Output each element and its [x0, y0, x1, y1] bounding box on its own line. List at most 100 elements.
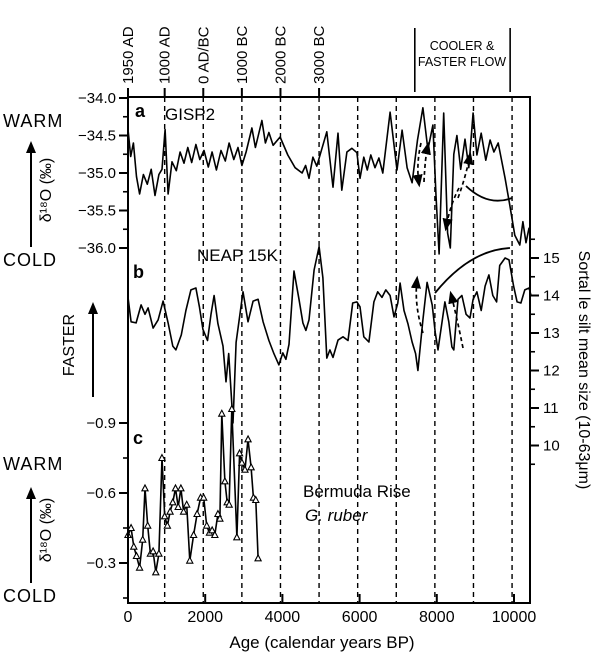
top-axis-calendar-label: 1000 BC: [234, 25, 251, 84]
d18o-axis-label-a: δ¹⁸O (‰): [38, 158, 55, 223]
right-axis-tick-label: 11: [543, 400, 559, 417]
left-axis-tick-label-a: −35.5: [78, 203, 116, 220]
dashed-excursion-arrow: [420, 141, 431, 183]
bottom-axis-tick-label: 6000: [342, 609, 378, 626]
bottom-axis-tick-label: 0: [124, 609, 133, 626]
triangle-data-marker: [154, 549, 163, 557]
triangle-data-marker: [138, 535, 147, 543]
right-axis-tick-label: 13: [543, 325, 560, 342]
left-axis-tick-label-c: −0.9: [86, 415, 116, 432]
triangle-data-marker: [251, 495, 260, 504]
bottom-axis-tick-label: 8000: [419, 609, 455, 626]
warm-label-c: WARM: [3, 454, 63, 474]
left-axis-tick-label-c: −0.3: [86, 555, 116, 572]
warm-direction-arrow-a: [26, 141, 36, 247]
triangle-data-marker: [225, 500, 234, 508]
top-axis-calendar-label: 0 AD/BC: [195, 26, 212, 84]
bottom-axis-tick-label: 10000: [492, 609, 537, 626]
x-axis-title: Age (calendar years BP): [229, 633, 414, 652]
right-axis-tick-label: 15: [543, 250, 560, 267]
faster-axis-label: FASTER: [61, 314, 78, 376]
triangle-data-marker: [149, 546, 158, 555]
gisp2-series-label: GISP2: [165, 105, 215, 124]
triangle-data-marker: [244, 434, 253, 443]
triangle-data-marker: [179, 507, 188, 515]
warm-label-a: WARM: [3, 111, 63, 131]
top-axis-calendar-label: 1000 AD: [157, 26, 174, 84]
right-axis-tick-label: 10: [543, 438, 560, 455]
triangle-data-marker: [193, 509, 202, 518]
chart-generated-layer: 1950 AD 1000 AD 0 AD/BC 1000 BC 2000 BC 3000 …: [78, 25, 560, 626]
triangle-data-marker: [232, 532, 241, 541]
panel-letter-b: b: [133, 262, 144, 282]
cooler-flow-annotation-line1: COOLER &: [430, 39, 495, 53]
top-axis-calendar-label: 2000 BC: [272, 25, 289, 84]
triangle-data-marker: [227, 404, 236, 413]
triangle-data-marker: [208, 525, 217, 534]
dashed-excursion-arrow: [412, 142, 423, 188]
plot-frame: [127, 96, 531, 604]
triangle-data-marker: [140, 483, 149, 492]
triangle-data-marker: [174, 502, 183, 511]
trend-arc-annotation: [434, 247, 511, 294]
triangle-data-marker: [163, 521, 172, 529]
warm-direction-arrow-c: [26, 487, 36, 583]
neap-series-line: [127, 245, 532, 424]
cold-label-c: COLD: [3, 586, 57, 606]
triangle-data-marker: [237, 458, 246, 466]
triangle-data-marker: [143, 521, 152, 529]
gisp2-series-line: [127, 107, 530, 255]
dashed-excursion-arrow: [457, 151, 474, 199]
cooler-flow-annotation-line2: FASTER FLOW: [418, 55, 506, 69]
triangle-data-marker: [135, 563, 144, 571]
left-axis-tick-label-a: −34.0: [78, 90, 116, 107]
sortable-silt-axis-label: Sortal le silt mean size (10-63μm): [575, 251, 592, 490]
triangle-data-marker: [166, 507, 175, 515]
triangle-data-marker: [217, 409, 226, 417]
cold-label-a: COLD: [3, 250, 57, 270]
bottom-axis-tick-label: 4000: [265, 609, 301, 626]
right-axis-tick-label: 14: [543, 288, 560, 305]
dashed-excursion-arrow: [442, 187, 460, 232]
triangle-data-marker: [132, 551, 141, 560]
triangle-data-marker: [210, 530, 219, 539]
neap-series-label: NEAP 15K: [197, 246, 279, 265]
triangle-data-marker: [235, 448, 244, 457]
d18o-axis-label-c: δ¹⁸O (‰): [38, 498, 55, 563]
dashed-excursion-arrow: [410, 275, 424, 334]
bermuda-rise-label: Bermuda Rise: [303, 482, 411, 501]
panel-letter-c: c: [133, 428, 143, 448]
faster-direction-arrow: [88, 302, 98, 397]
dashed-excursion-arrow: [448, 290, 464, 349]
triangle-data-marker: [254, 553, 263, 562]
triangle-data-marker: [182, 500, 191, 508]
left-axis-tick-label-a: −35.0: [78, 165, 116, 182]
triangle-data-marker: [189, 530, 198, 539]
bottom-axis-tick-label: 2000: [187, 609, 223, 626]
panel-letter-a: a: [135, 101, 146, 121]
left-axis-tick-label-c: −0.6: [86, 485, 116, 502]
triangle-data-marker: [220, 476, 229, 485]
triangle-data-marker: [151, 567, 160, 576]
triangle-data-marker: [215, 514, 224, 522]
left-axis-tick-label-a: −34.5: [78, 128, 116, 145]
triangle-data-marker: [168, 497, 177, 506]
triangle-data-marker: [199, 493, 208, 501]
right-axis-tick-label: 12: [543, 363, 560, 380]
top-axis-calendar-label: 1950 AD: [120, 26, 137, 84]
triangle-data-marker: [171, 483, 180, 492]
triangle-data-marker: [176, 483, 185, 492]
g-ruber-species-label: G. ruber: [305, 506, 369, 525]
triangle-data-marker: [240, 465, 249, 473]
triangle-data-marker: [129, 542, 138, 550]
trend-arc-annotation: [465, 185, 513, 202]
top-axis-calendar-label: 3000 BC: [311, 25, 328, 84]
triangle-data-marker: [157, 453, 166, 462]
triangle-data-marker: [185, 556, 194, 564]
triangle-data-marker: [127, 523, 136, 532]
triangle-data-marker: [202, 521, 211, 529]
left-axis-tick-label-a: −36.0: [78, 240, 116, 257]
triangle-data-marker: [160, 511, 169, 520]
